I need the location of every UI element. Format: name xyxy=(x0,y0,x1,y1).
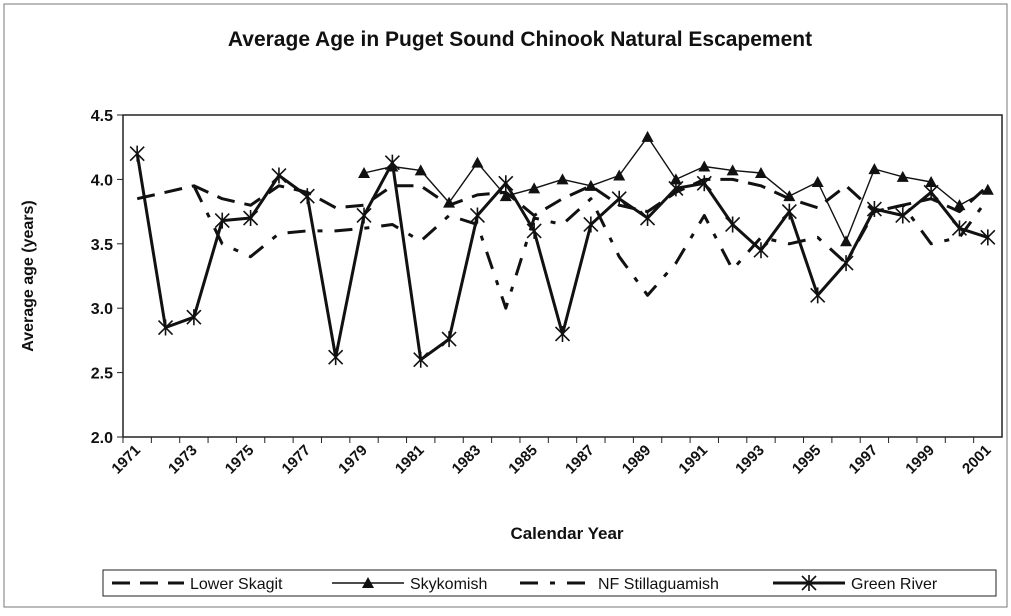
y-tick-label: 4.5 xyxy=(91,108,113,125)
marker-star xyxy=(157,319,174,336)
marker-star xyxy=(895,207,911,224)
marker-triangle xyxy=(698,160,711,172)
series-line xyxy=(192,185,990,310)
y-tick-label: 2.0 xyxy=(91,430,113,447)
marker-star xyxy=(299,188,315,205)
marker-star xyxy=(526,222,542,239)
marker-triangle xyxy=(783,190,796,202)
marker-star xyxy=(413,351,429,368)
marker-star xyxy=(214,212,230,229)
marker-triangle xyxy=(556,173,569,185)
marker-star xyxy=(923,184,939,201)
marker-triangle xyxy=(925,175,938,187)
marker-star xyxy=(129,145,145,162)
marker-star xyxy=(583,216,599,233)
marker-star xyxy=(696,175,712,192)
marker-triangle xyxy=(868,163,881,175)
legend-marker xyxy=(801,575,817,591)
marker-triangle xyxy=(981,183,994,195)
marker-triangle xyxy=(528,182,541,194)
marker-star xyxy=(356,207,372,224)
marker-star xyxy=(781,203,797,220)
x-axis-label: Calendar Year xyxy=(510,524,623,543)
marker-star xyxy=(441,331,457,348)
marker-star xyxy=(498,175,514,192)
y-tick-label: 3.0 xyxy=(91,301,113,318)
marker-star xyxy=(384,154,400,171)
legend-box xyxy=(102,569,997,597)
marker-star xyxy=(611,190,627,207)
marker-triangle xyxy=(840,235,853,247)
marker-triangle xyxy=(358,166,371,178)
marker-triangle xyxy=(443,196,456,208)
legend-label: NF Stillaguamish xyxy=(598,576,719,593)
marker-triangle xyxy=(471,156,484,168)
marker-triangle xyxy=(669,173,682,185)
marker-star xyxy=(271,167,287,184)
marker-triangle xyxy=(499,190,512,202)
marker-star xyxy=(753,242,769,259)
marker-star xyxy=(810,287,826,304)
marker-star xyxy=(951,220,968,237)
marker-triangle xyxy=(584,179,597,191)
marker-triangle xyxy=(754,166,767,178)
legend-marker xyxy=(362,577,374,588)
legend-label: Green River xyxy=(851,576,938,593)
legend-label: Skykomish xyxy=(410,576,487,593)
marker-star xyxy=(639,210,656,227)
series-line xyxy=(136,177,989,217)
y-axis-label: Average age (years) xyxy=(20,200,37,352)
y-tick-label: 2.5 xyxy=(91,366,113,383)
marker-star xyxy=(838,255,854,272)
marker-star xyxy=(186,309,202,326)
marker-triangle xyxy=(641,130,654,142)
legend-label: Lower Skagit xyxy=(190,576,283,593)
marker-triangle xyxy=(414,164,427,176)
marker-triangle xyxy=(953,199,966,211)
y-tick-label: 4.0 xyxy=(91,172,113,189)
marker-star xyxy=(554,325,571,342)
marker-star xyxy=(866,201,882,218)
marker-star xyxy=(469,207,486,224)
marker-triangle xyxy=(811,175,824,187)
marker-star xyxy=(328,349,344,366)
marker-triangle xyxy=(896,170,909,182)
marker-star xyxy=(668,180,684,197)
chart-title: Average Age in Puget Sound Chinook Natur… xyxy=(228,28,812,51)
marker-star xyxy=(243,210,259,227)
plot-area xyxy=(122,114,1003,438)
marker-star xyxy=(725,216,741,233)
marker-triangle xyxy=(726,164,739,176)
y-tick-label: 3.5 xyxy=(91,237,113,254)
marker-star xyxy=(980,229,996,246)
marker-triangle xyxy=(613,169,626,181)
